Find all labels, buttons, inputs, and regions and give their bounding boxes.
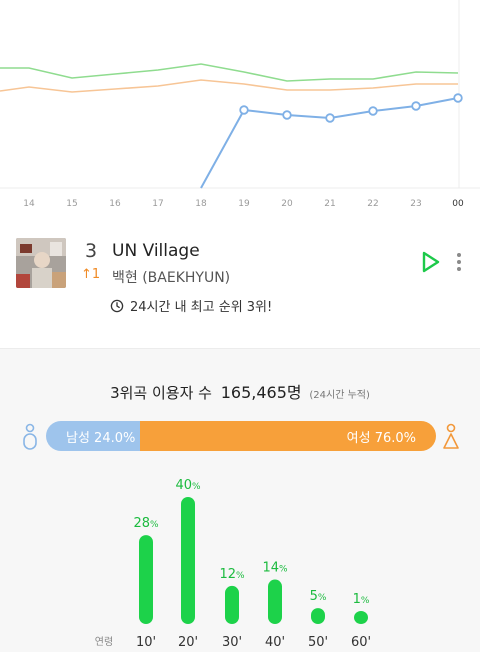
play-button[interactable]: [420, 250, 442, 274]
x-tick-label: 19: [238, 199, 250, 209]
female-label: 여성 76.0%: [346, 430, 416, 446]
users-count: 165,465명: [220, 383, 302, 402]
age-distribution-chart: 연령 28% 10' 40% 20' 12% 30' 14% 40' 5% 50' 1% 60': [95, 478, 371, 650]
x-tick-label: 17: [152, 199, 163, 209]
rank-change-badge: ↑1: [81, 267, 101, 282]
female-segment: 여성 76.0%: [139, 421, 436, 451]
users-note: (24시간 누적): [309, 390, 370, 401]
listener-stats: 3위곡 이용자 수 165,465명 (24시간 누적) 남성 24.0% 여성…: [0, 348, 480, 652]
clock-icon: [110, 299, 124, 312]
album-art[interactable]: [16, 238, 66, 288]
age-axis-label: 연령: [95, 636, 113, 648]
x-tick-label: 18: [195, 199, 207, 209]
more-vertical-icon: [457, 253, 461, 271]
trend-point-1: [282, 110, 292, 120]
x-tick-label: 15: [66, 199, 77, 209]
age-category-label: 60': [351, 635, 371, 650]
age-bar-60: [354, 611, 368, 624]
trend-point-2: [325, 113, 335, 123]
best-rank-note: 24시간 내 최고 순위 3위!: [110, 296, 272, 315]
age-bar-20: [181, 497, 195, 624]
age-category-label: 40': [265, 635, 285, 650]
trend-point-4: [411, 101, 421, 111]
gender-ratio-bar: 남성 24.0% 여성 76.0%: [46, 421, 436, 451]
song-row[interactable]: 3 ↑1 UN Village 백현 (BAEKHYUN) 24시간 내 최고 …: [0, 228, 480, 338]
trend-line-orange: [0, 79, 458, 93]
x-tick-label: 16: [109, 199, 121, 209]
age-value-label: 28%: [133, 516, 159, 531]
song-title[interactable]: UN Village: [112, 241, 200, 261]
age-bar-30: [225, 585, 239, 624]
age-bar-50: [311, 608, 325, 624]
x-tick-label: 20: [281, 199, 293, 209]
age-value-label: 40%: [175, 478, 201, 493]
best-rank-text: 24시간 내 최고 순위 3위!: [130, 300, 273, 315]
users-label: 3위곡 이용자 수: [110, 384, 212, 402]
male-label: 남성 24.0%: [66, 430, 136, 446]
age-category-label: 20': [178, 635, 198, 650]
x-tick-label: 22: [367, 199, 378, 209]
age-category-label: 30': [222, 635, 242, 650]
trend-point-3: [368, 106, 378, 116]
x-tick-label: 23: [410, 199, 421, 209]
female-icon: [441, 423, 461, 455]
age-category-label: 10': [136, 635, 156, 650]
age-bar-40: [268, 579, 282, 624]
male-segment: 남성 24.0%: [46, 421, 140, 451]
song-artist[interactable]: 백현 (BAEKHYUN): [112, 270, 231, 286]
trend-point-0: [239, 105, 249, 115]
age-bar-10: [139, 535, 153, 624]
rank-trend-chart: 14 15 16 17 18 19 20 21 22 23 00: [0, 0, 480, 215]
x-tick-label: 21: [324, 199, 335, 209]
age-value-label: 5%: [310, 589, 327, 604]
rank-trend-svg: 14 15 16 17 18 19 20 21 22 23 00: [0, 0, 480, 209]
more-options-button[interactable]: [450, 250, 468, 274]
age-value-label: 12%: [219, 567, 245, 582]
male-icon: [20, 423, 40, 455]
age-value-label: 1%: [353, 592, 370, 607]
x-tick-label: 00: [452, 199, 464, 209]
users-summary: 3위곡 이용자 수 165,465명 (24시간 누적): [0, 379, 480, 403]
song-rank: 3: [84, 240, 98, 262]
play-icon: [422, 251, 440, 273]
age-value-label: 14%: [262, 561, 288, 576]
age-category-label: 50': [308, 635, 328, 650]
x-tick-label: 14: [23, 199, 35, 209]
trend-point-5: [453, 93, 463, 103]
trend-line-green: [0, 63, 459, 82]
